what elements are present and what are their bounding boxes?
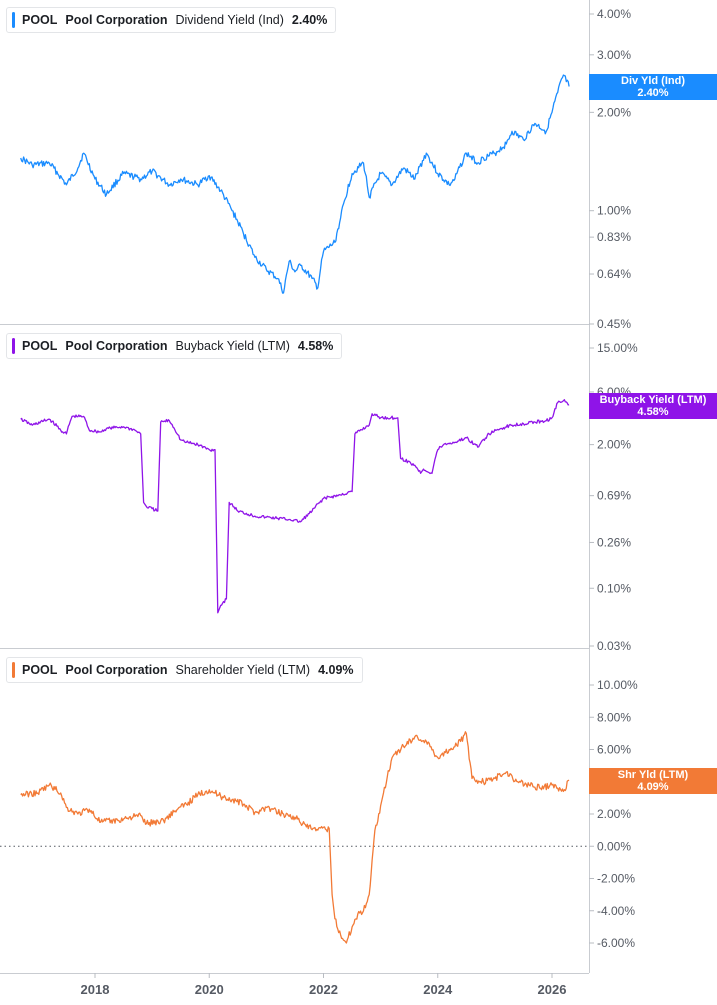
flag-value: 2.40% [637,87,669,99]
x-tick-label: 2026 [538,982,567,997]
x-tick-label: 2022 [309,982,338,997]
series-line-2 [20,399,570,614]
y-tick-label: 1.00% [597,204,631,218]
flag-label: Buyback Yield (LTM) [599,394,707,406]
y-tick-label: 2.00% [597,105,631,119]
legend-ticker: POOL [22,663,58,677]
grid-layer [0,0,590,974]
x-tick-label: 2018 [81,982,110,997]
x-tick-label: 2020 [195,982,224,997]
legend-company: Pool Corporation [65,663,168,677]
y-tick-label: 0.64% [597,267,631,281]
legend-value: 2.40% [291,13,328,27]
y-tick-label: 2.00% [597,807,631,821]
legend-color-bar [12,12,15,28]
x-tick-label: 2024 [423,982,453,997]
legend-company: Pool Corporation [65,13,168,27]
legend-ticker: POOL [22,339,58,353]
y-tick-label: 0.83% [597,230,631,244]
y-tick-label: -2.00% [597,872,635,886]
axis-layer: 4.00% 3.00% 2.00% 1.00% 0.83% 0.64% 0.45% 15.00… [81,7,638,997]
legend-shareholder-yield: POOL Pool Corporation Shareholder Yield … [6,657,363,683]
flag-label: Shr Yld (LTM) [617,769,689,781]
y-tick-label: 2.00% [597,438,631,452]
legend-metric: Dividend Yield (Ind) [175,13,284,27]
last-value-flag-dividend: Div Yld (Ind) 2.40% [589,74,717,100]
legend-value: 4.58% [297,339,334,353]
y-tick-label: 0.69% [597,489,631,503]
legend-metric: Buyback Yield (LTM) [175,339,290,353]
y-tick-label: 10.00% [597,678,638,692]
y-tick-label: 6.00% [597,743,631,757]
y-tick-label: 4.00% [597,7,631,21]
y-tick-label: 0.45% [597,317,631,331]
legend-metric: Shareholder Yield (LTM) [175,663,311,677]
y-tick-label: 0.00% [597,839,631,853]
legend-value: 4.09% [318,663,354,677]
y-tick-label: 3.00% [597,48,631,62]
legend-color-bar [12,338,15,354]
last-value-flag-buyback: Buyback Yield (LTM) 4.58% [589,393,717,419]
legend-ticker: POOL [22,13,58,27]
last-value-flag-shareholder: Shr Yld (LTM) 4.09% [589,768,717,794]
y-tick-label: 0.03% [597,639,631,653]
y-tick-label: -6.00% [597,936,635,950]
series-layer [20,74,570,944]
y-tick-label: 0.26% [597,535,631,549]
y-tick-label: 15.00% [597,341,638,355]
legend-dividend-yield: POOL Pool Corporation Dividend Yield (In… [6,7,337,33]
legend-company: Pool Corporation [65,339,168,353]
flag-value: 4.09% [637,781,669,793]
series-line-1 [20,74,570,294]
flag-value: 4.58% [637,406,669,418]
flag-label: Div Yld (Ind) [621,75,685,87]
y-tick-label: 8.00% [597,710,631,724]
legend-buyback-yield: POOL Pool Corporation Buyback Yield (LTM… [6,333,343,359]
y-tick-label: -4.00% [597,904,635,918]
legend-color-bar [12,662,15,678]
series-line-3 [20,731,570,944]
y-tick-label: 0.10% [597,581,631,595]
